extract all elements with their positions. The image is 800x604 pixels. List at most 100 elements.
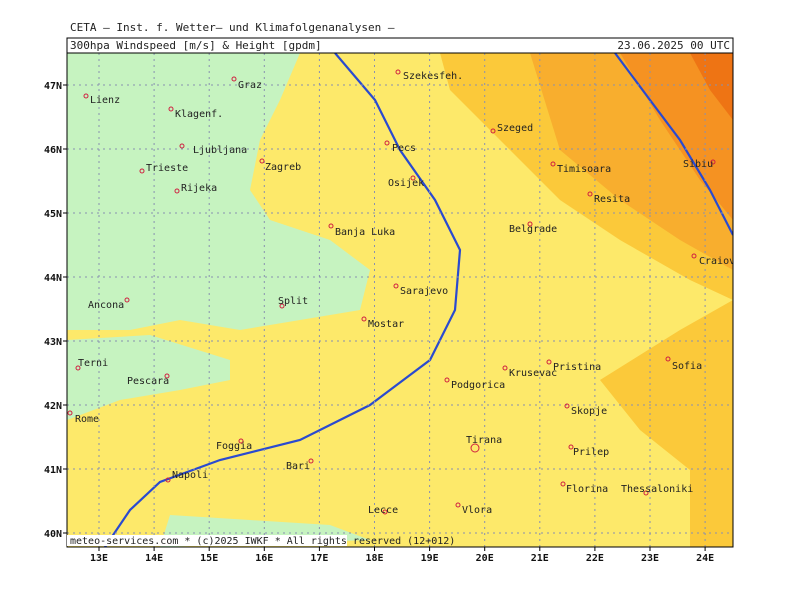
lon-label: 23E	[641, 553, 659, 564]
lon-label: 14E	[145, 553, 163, 564]
city-marker	[490, 128, 496, 134]
city-marker	[308, 458, 314, 464]
city-label: Zagreb	[265, 162, 301, 173]
valid-time: 23.06.2025 00 UTC	[617, 39, 730, 52]
lon-label: 19E	[421, 553, 439, 564]
city-label: Sofia	[672, 361, 702, 372]
city-marker	[550, 161, 556, 167]
city-marker	[502, 365, 508, 371]
city-label: Osijek	[388, 178, 424, 189]
city-marker	[238, 438, 244, 444]
city-label: Sibiu	[683, 159, 713, 170]
lat-label: 43N	[44, 337, 62, 348]
city-label: Banja Luka	[335, 227, 395, 238]
city-label: Thessaloniki	[621, 484, 693, 495]
city-label: Craiova	[699, 256, 741, 267]
city-label: Mostar	[368, 319, 404, 330]
city-label: Resita	[594, 194, 630, 205]
lat-label: 45N	[44, 209, 62, 220]
city-marker	[560, 481, 566, 487]
lat-label: 40N	[44, 529, 62, 540]
city-label: Ljubljana	[193, 145, 247, 156]
city-label: Podgorica	[451, 380, 505, 391]
lon-label: 15E	[200, 553, 218, 564]
city-marker	[67, 410, 73, 416]
city-marker	[393, 283, 399, 289]
city-label: Pecs	[392, 143, 416, 154]
footer-box	[67, 535, 347, 546]
city-marker	[179, 143, 185, 149]
city-marker	[587, 191, 593, 197]
city-marker	[168, 106, 174, 112]
city-marker	[527, 221, 533, 227]
city-marker	[75, 365, 81, 371]
city-label: Klagenf.	[175, 109, 223, 120]
city-marker	[470, 443, 480, 453]
lon-label: 18E	[365, 553, 383, 564]
city-marker	[546, 359, 552, 365]
city-label: Graz	[238, 80, 262, 91]
city-marker	[568, 444, 574, 450]
lon-label: 21E	[531, 553, 549, 564]
city-marker	[279, 303, 285, 309]
city-label: Bari	[286, 461, 310, 472]
city-marker	[165, 477, 171, 483]
city-label: Rome	[75, 414, 99, 425]
map-area: Lienz Graz Szekesfeh. Klagenf. Ljubljana Zagr…	[67, 53, 741, 547]
city-marker	[564, 403, 570, 409]
city-label: Szeged	[497, 123, 533, 134]
city-label: Trieste	[146, 163, 188, 174]
lon-label: 22E	[586, 553, 604, 564]
city-marker	[384, 140, 390, 146]
city-marker	[395, 69, 401, 75]
city-label: Sarajevo	[400, 286, 448, 297]
city-marker	[164, 373, 170, 379]
city-label: Belgrade	[509, 224, 557, 235]
lon-label: 20E	[476, 553, 494, 564]
city-label: Napoli	[172, 470, 208, 481]
city-marker	[643, 490, 649, 496]
city-marker	[444, 377, 450, 383]
lat-label: 47N	[44, 81, 62, 92]
city-marker	[231, 76, 237, 82]
city-label: Rijeka	[181, 183, 217, 194]
product: 300hpa Windspeed [m/s] & Height [gpdm]	[70, 39, 322, 52]
city-label: Split	[278, 296, 308, 307]
city-marker	[139, 168, 145, 174]
lon-label: 13E	[90, 553, 108, 564]
city-marker	[174, 188, 180, 194]
city-label: Pescara	[127, 376, 169, 387]
city-label: Terni	[78, 358, 108, 369]
footer: meteo-services.com * (c)2025 IWKF * All …	[70, 536, 455, 547]
city-label: Florina	[566, 484, 608, 495]
city-label: Szekesfeh.	[403, 71, 463, 82]
lon-label: 24E	[696, 553, 714, 564]
city-label: Timisoara	[557, 164, 611, 175]
city-label: Tirana	[466, 435, 502, 446]
city-label: Prilep	[573, 447, 609, 458]
city-label: Lecce	[368, 505, 398, 516]
city-marker	[691, 253, 697, 259]
city-label: Skopje	[571, 406, 607, 417]
city-label: Foggia	[216, 441, 252, 452]
city-label: Lienz	[90, 95, 120, 106]
lat-label: 42N	[44, 401, 62, 412]
institute: CETA – Inst. f. Wetter– und Klimafolgena…	[70, 21, 395, 34]
city-label: Pristina	[553, 362, 601, 373]
city-marker	[83, 93, 89, 99]
city-label: Ancona	[88, 300, 124, 311]
city-marker	[361, 316, 367, 322]
city-marker	[455, 502, 461, 508]
city-label: Krusevac	[509, 368, 557, 379]
city-label: Vlora	[462, 505, 492, 516]
lat-label: 46N	[44, 145, 62, 156]
city-marker	[382, 509, 388, 515]
lat-label: 41N	[44, 465, 62, 476]
map-frame	[66, 52, 734, 548]
city-marker	[328, 223, 334, 229]
lon-label: 17E	[310, 553, 328, 564]
city-marker	[124, 297, 130, 303]
lon-label: 16E	[255, 553, 273, 564]
city-marker	[665, 356, 671, 362]
